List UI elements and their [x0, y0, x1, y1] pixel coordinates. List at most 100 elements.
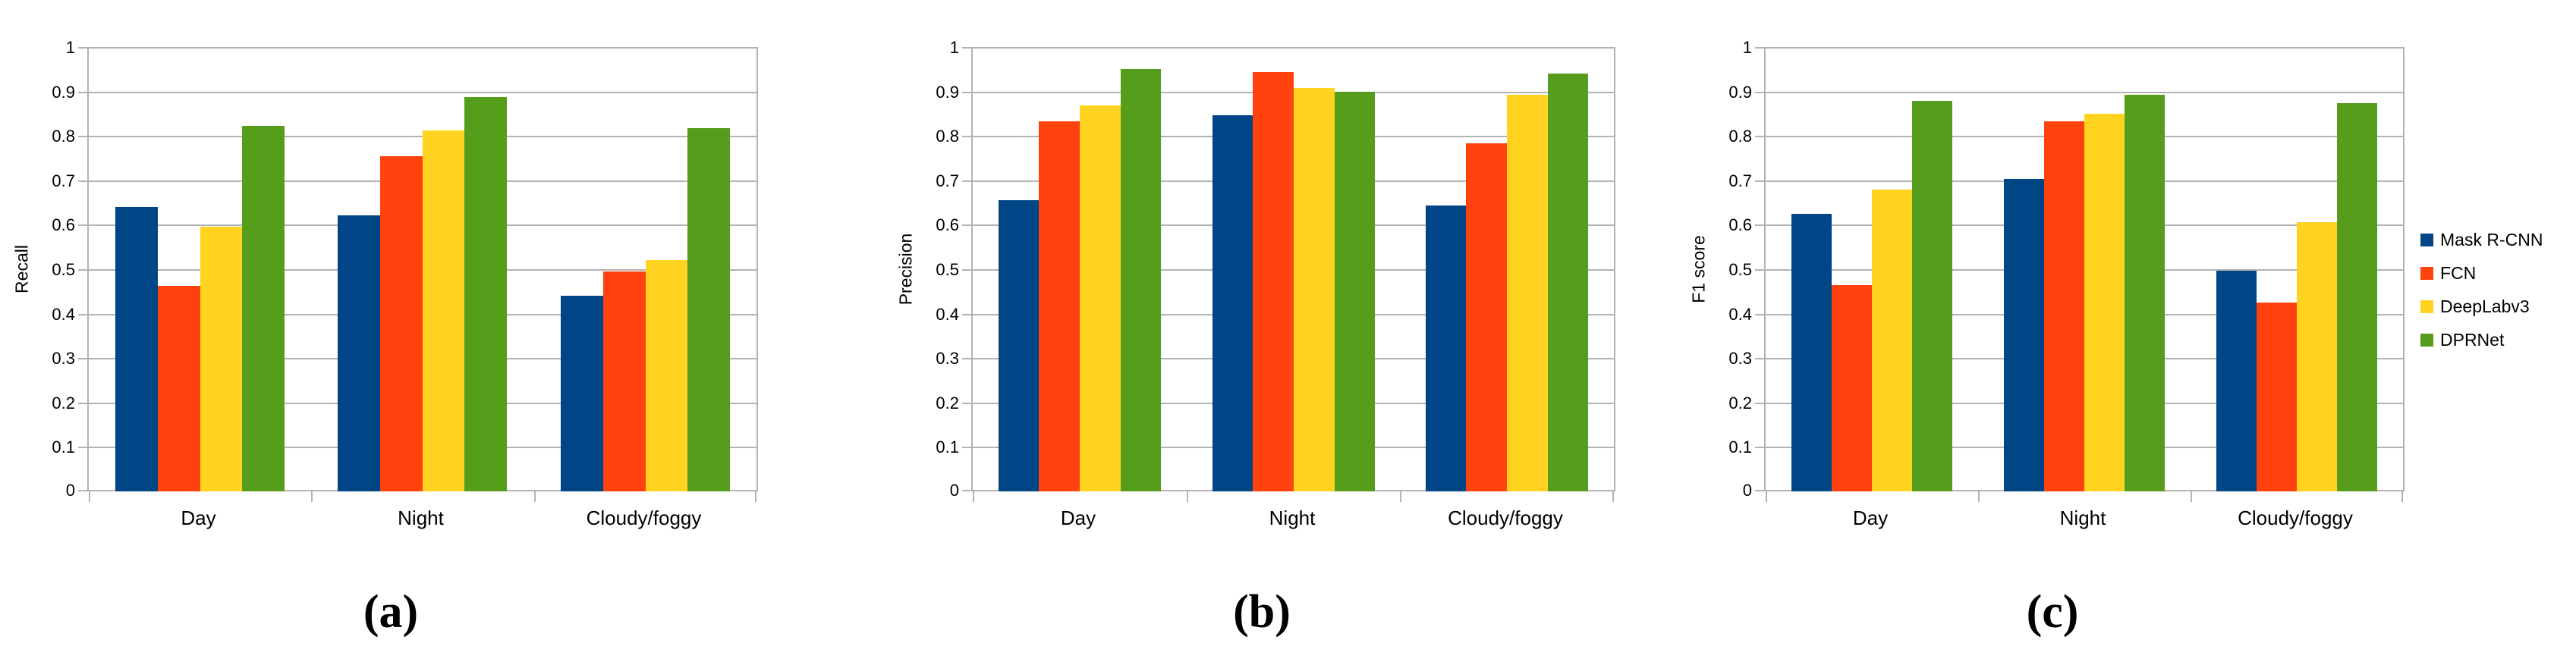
y-tick-label: 0.1 — [936, 438, 959, 456]
y-tick-label: 0.9 — [936, 83, 959, 102]
y-tick-label: 0.1 — [52, 438, 75, 456]
bar-group-night — [311, 47, 533, 491]
y-tick-label: 0.8 — [52, 127, 75, 146]
plot-area-precision — [962, 47, 1615, 502]
y-tick-label: 1 — [1742, 38, 1752, 57]
bar-mask-r-cnn-cloudy-foggy — [561, 296, 603, 491]
bar-mask-r-cnn-night — [1212, 115, 1253, 491]
legend-swatch-dprnet — [2420, 334, 2433, 347]
bar-fcn-cloudy-foggy — [1466, 143, 1507, 491]
y-axis-tick — [962, 490, 973, 491]
y-axis-tick — [78, 358, 89, 359]
y-tick-label: 0.3 — [1728, 349, 1752, 368]
y-tick-label: 0.5 — [52, 260, 75, 279]
y-axis-tick — [962, 92, 973, 93]
y-tick-label: 0.7 — [52, 171, 75, 190]
y-axis-tick — [962, 47, 973, 49]
x-axis-tick — [973, 491, 974, 502]
y-tick-label: 0.7 — [1728, 171, 1752, 190]
x-category-label: Night — [1269, 507, 1316, 529]
bar-mask-r-cnn-cloudy-foggy — [2216, 271, 2257, 491]
y-tick-label: 0.9 — [1728, 83, 1752, 102]
x-category-label: Cloudy/foggy — [1448, 507, 1563, 529]
bar-group-day — [973, 47, 1187, 491]
y-axis-tick — [78, 136, 89, 137]
y-tick-label: 0.9 — [52, 83, 75, 102]
bar-dprnet-day — [1912, 101, 1953, 491]
x-axis-tick — [1187, 491, 1188, 502]
y-tick-label: 0.4 — [52, 305, 75, 324]
bar-group-day — [1766, 47, 1978, 491]
y-tick-label: 0.7 — [936, 171, 959, 190]
bar-mask-r-cnn-cloudy-foggy — [1425, 206, 1467, 491]
y-axis-tick — [962, 224, 973, 226]
y-axis-tick — [1755, 314, 1766, 315]
bar-group-cloudy-foggy — [534, 47, 756, 491]
bar-mask-r-cnn-night — [338, 215, 380, 491]
y-axis-tick — [78, 447, 89, 448]
legend-label: FCN — [2440, 263, 2477, 283]
bar-dprnet-cloudy-foggy — [687, 128, 730, 491]
y-tick-label: 1 — [65, 38, 75, 57]
bar-group-night — [1978, 47, 2191, 491]
y-axis-tick — [1755, 180, 1766, 182]
x-axis-tick — [2191, 491, 2192, 502]
bar-group-day — [89, 47, 311, 491]
y-axis-tick — [1755, 136, 1766, 137]
y-axis-tick — [962, 269, 973, 271]
y-tick-label: 0.3 — [52, 349, 75, 368]
bar-fcn-day — [1039, 121, 1080, 491]
y-tick-label: 0.8 — [1728, 127, 1752, 146]
y-axis-tick — [962, 314, 973, 315]
y-axis-tick — [962, 403, 973, 404]
y-axis-tick — [78, 269, 89, 271]
x-category-label: Night — [2059, 507, 2106, 529]
x-category-label: Cloudy/foggy — [2238, 507, 2353, 529]
y-tick-label: 0 — [65, 481, 75, 500]
bar-deeplabv3-cloudy-foggy — [645, 260, 688, 491]
y-tick-label: 0.5 — [936, 260, 959, 279]
bar-deeplabv3-night — [1294, 88, 1335, 491]
bar-fcn-night — [379, 156, 423, 491]
bar-dprnet-cloudy-foggy — [2337, 103, 2378, 491]
bar-deeplabv3-night — [2084, 114, 2125, 491]
y-tick-label: 0.5 — [1728, 260, 1752, 279]
y-axis-tick — [78, 490, 89, 491]
y-tick-label: 1 — [949, 38, 959, 57]
bar-mask-r-cnn-day — [998, 200, 1040, 491]
chart-caption-c: (c) — [2026, 586, 2079, 638]
y-tick-label: 0.3 — [936, 349, 959, 368]
x-category-label: Day — [1852, 507, 1889, 529]
y-tick-label: 0.2 — [52, 394, 75, 413]
y-tick-label: 0.4 — [936, 305, 959, 324]
y-axis-tick — [1755, 403, 1766, 404]
bar-dprnet-day — [1120, 69, 1162, 491]
y-axis-tick — [1755, 490, 1766, 491]
bar-fcn-day — [1831, 285, 1872, 491]
bar-fcn-night — [1253, 72, 1294, 491]
y-axis-tick — [1755, 47, 1766, 49]
x-axis-tick — [755, 491, 756, 502]
x-category-label: Cloudy/foggy — [586, 507, 702, 529]
bar-group-night — [1187, 47, 1401, 491]
y-tick-label: 0.6 — [52, 215, 75, 234]
x-axis-tick — [89, 491, 90, 502]
legend-item-fcn: FCN — [2420, 263, 2543, 284]
y-tick-label: 0 — [949, 481, 959, 500]
bar-mask-r-cnn-day — [1791, 214, 1832, 491]
x-axis-tick — [311, 491, 313, 502]
chart-caption-b: (b) — [1233, 586, 1291, 638]
legend-label: DeepLabv3 — [2440, 296, 2530, 316]
x-category-label: Day — [181, 507, 216, 529]
bar-deeplabv3-day — [1080, 105, 1121, 491]
x-axis-tick — [2401, 491, 2403, 502]
x-axis-tick — [1400, 491, 1401, 502]
bar-group-cloudy-foggy — [1400, 47, 1614, 491]
legend-swatch-mask-r-cnn — [2420, 234, 2433, 246]
bar-dprnet-night — [1334, 92, 1376, 491]
y-axis-tick — [78, 403, 89, 404]
plot-area-f1-score — [1755, 47, 2405, 502]
x-axis-tick — [1612, 491, 1614, 502]
x-axis-tick — [1766, 491, 1767, 502]
